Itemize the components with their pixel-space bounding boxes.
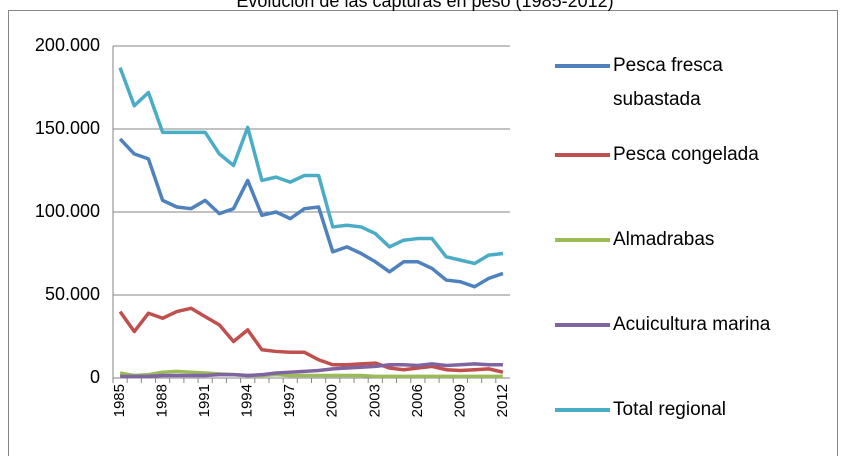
legend-label: Pesca fresca subastada xyxy=(613,55,723,110)
x-tick-label: 2006 xyxy=(409,384,426,417)
y-tick-label: 100.000 xyxy=(35,201,100,221)
x-tick-label: 2000 xyxy=(324,384,341,417)
y-tick-label: 200.000 xyxy=(35,35,100,55)
chart-title: Evolución de las capturas en peso (1985-… xyxy=(236,0,613,11)
legend-label: Pesca congelada xyxy=(613,144,759,165)
chart-border xyxy=(8,10,838,456)
series-line xyxy=(118,137,504,289)
legend-label: Total regional xyxy=(613,399,727,420)
x-tick-label: 1988 xyxy=(154,384,171,417)
y-tick-label: 50.000 xyxy=(45,284,100,304)
x-tick-label: 2012 xyxy=(494,384,511,417)
x-tick-label: 1997 xyxy=(281,384,298,417)
y-tick-label: 0 xyxy=(90,367,100,387)
x-tick-label: 1991 xyxy=(196,384,213,417)
series-line xyxy=(120,362,503,379)
x-tick-label: 1994 xyxy=(239,384,256,417)
series-line xyxy=(118,66,504,266)
series-line xyxy=(119,369,503,379)
legend-label: Acuicultura marina xyxy=(613,314,771,335)
series-line xyxy=(118,306,504,374)
x-tick-label: 2003 xyxy=(366,384,383,417)
x-tick-label: 1985 xyxy=(111,384,128,417)
x-tick-label: 2009 xyxy=(451,384,468,417)
y-tick-label: 150.000 xyxy=(35,118,100,138)
legend-label: Almadrabas xyxy=(613,229,715,250)
